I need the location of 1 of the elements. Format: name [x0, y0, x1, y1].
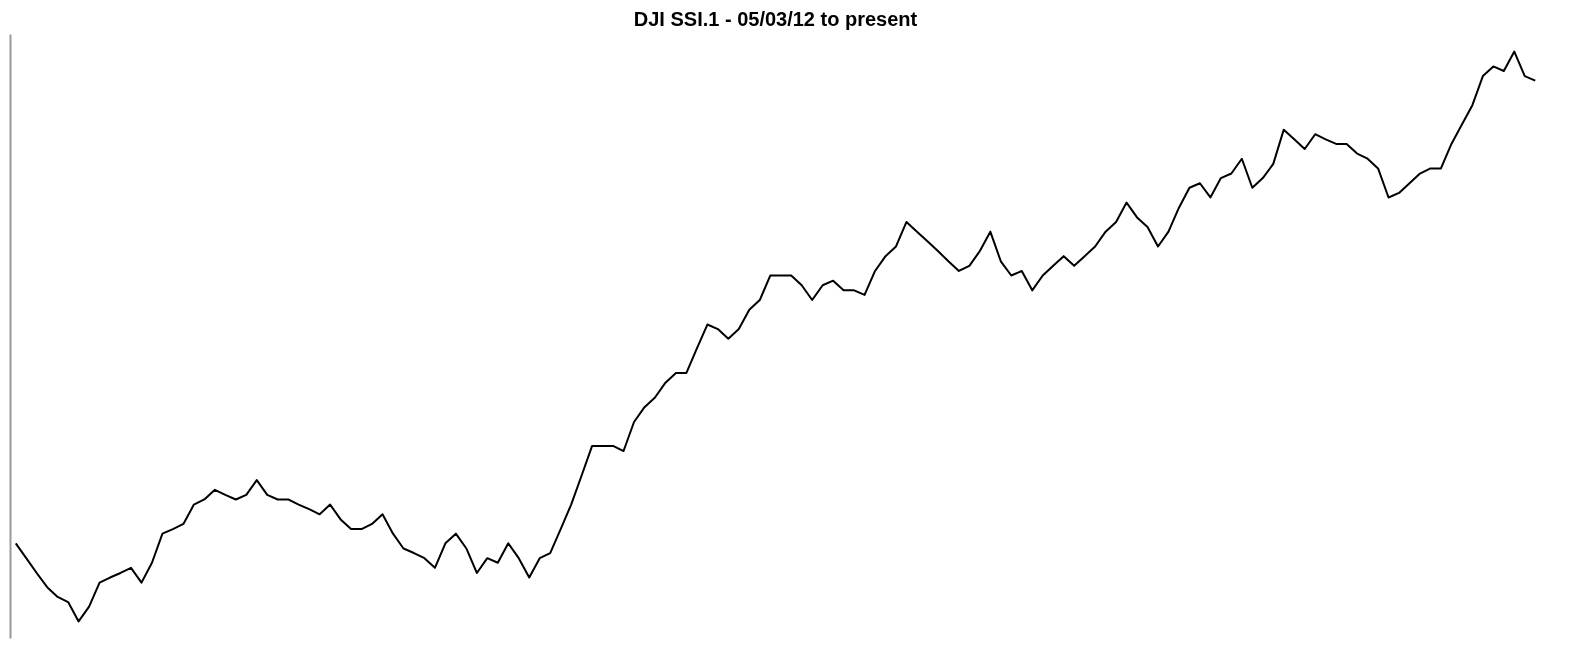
chart-title: DJI SSI.1 - 05/03/12 to present [633, 7, 918, 30]
